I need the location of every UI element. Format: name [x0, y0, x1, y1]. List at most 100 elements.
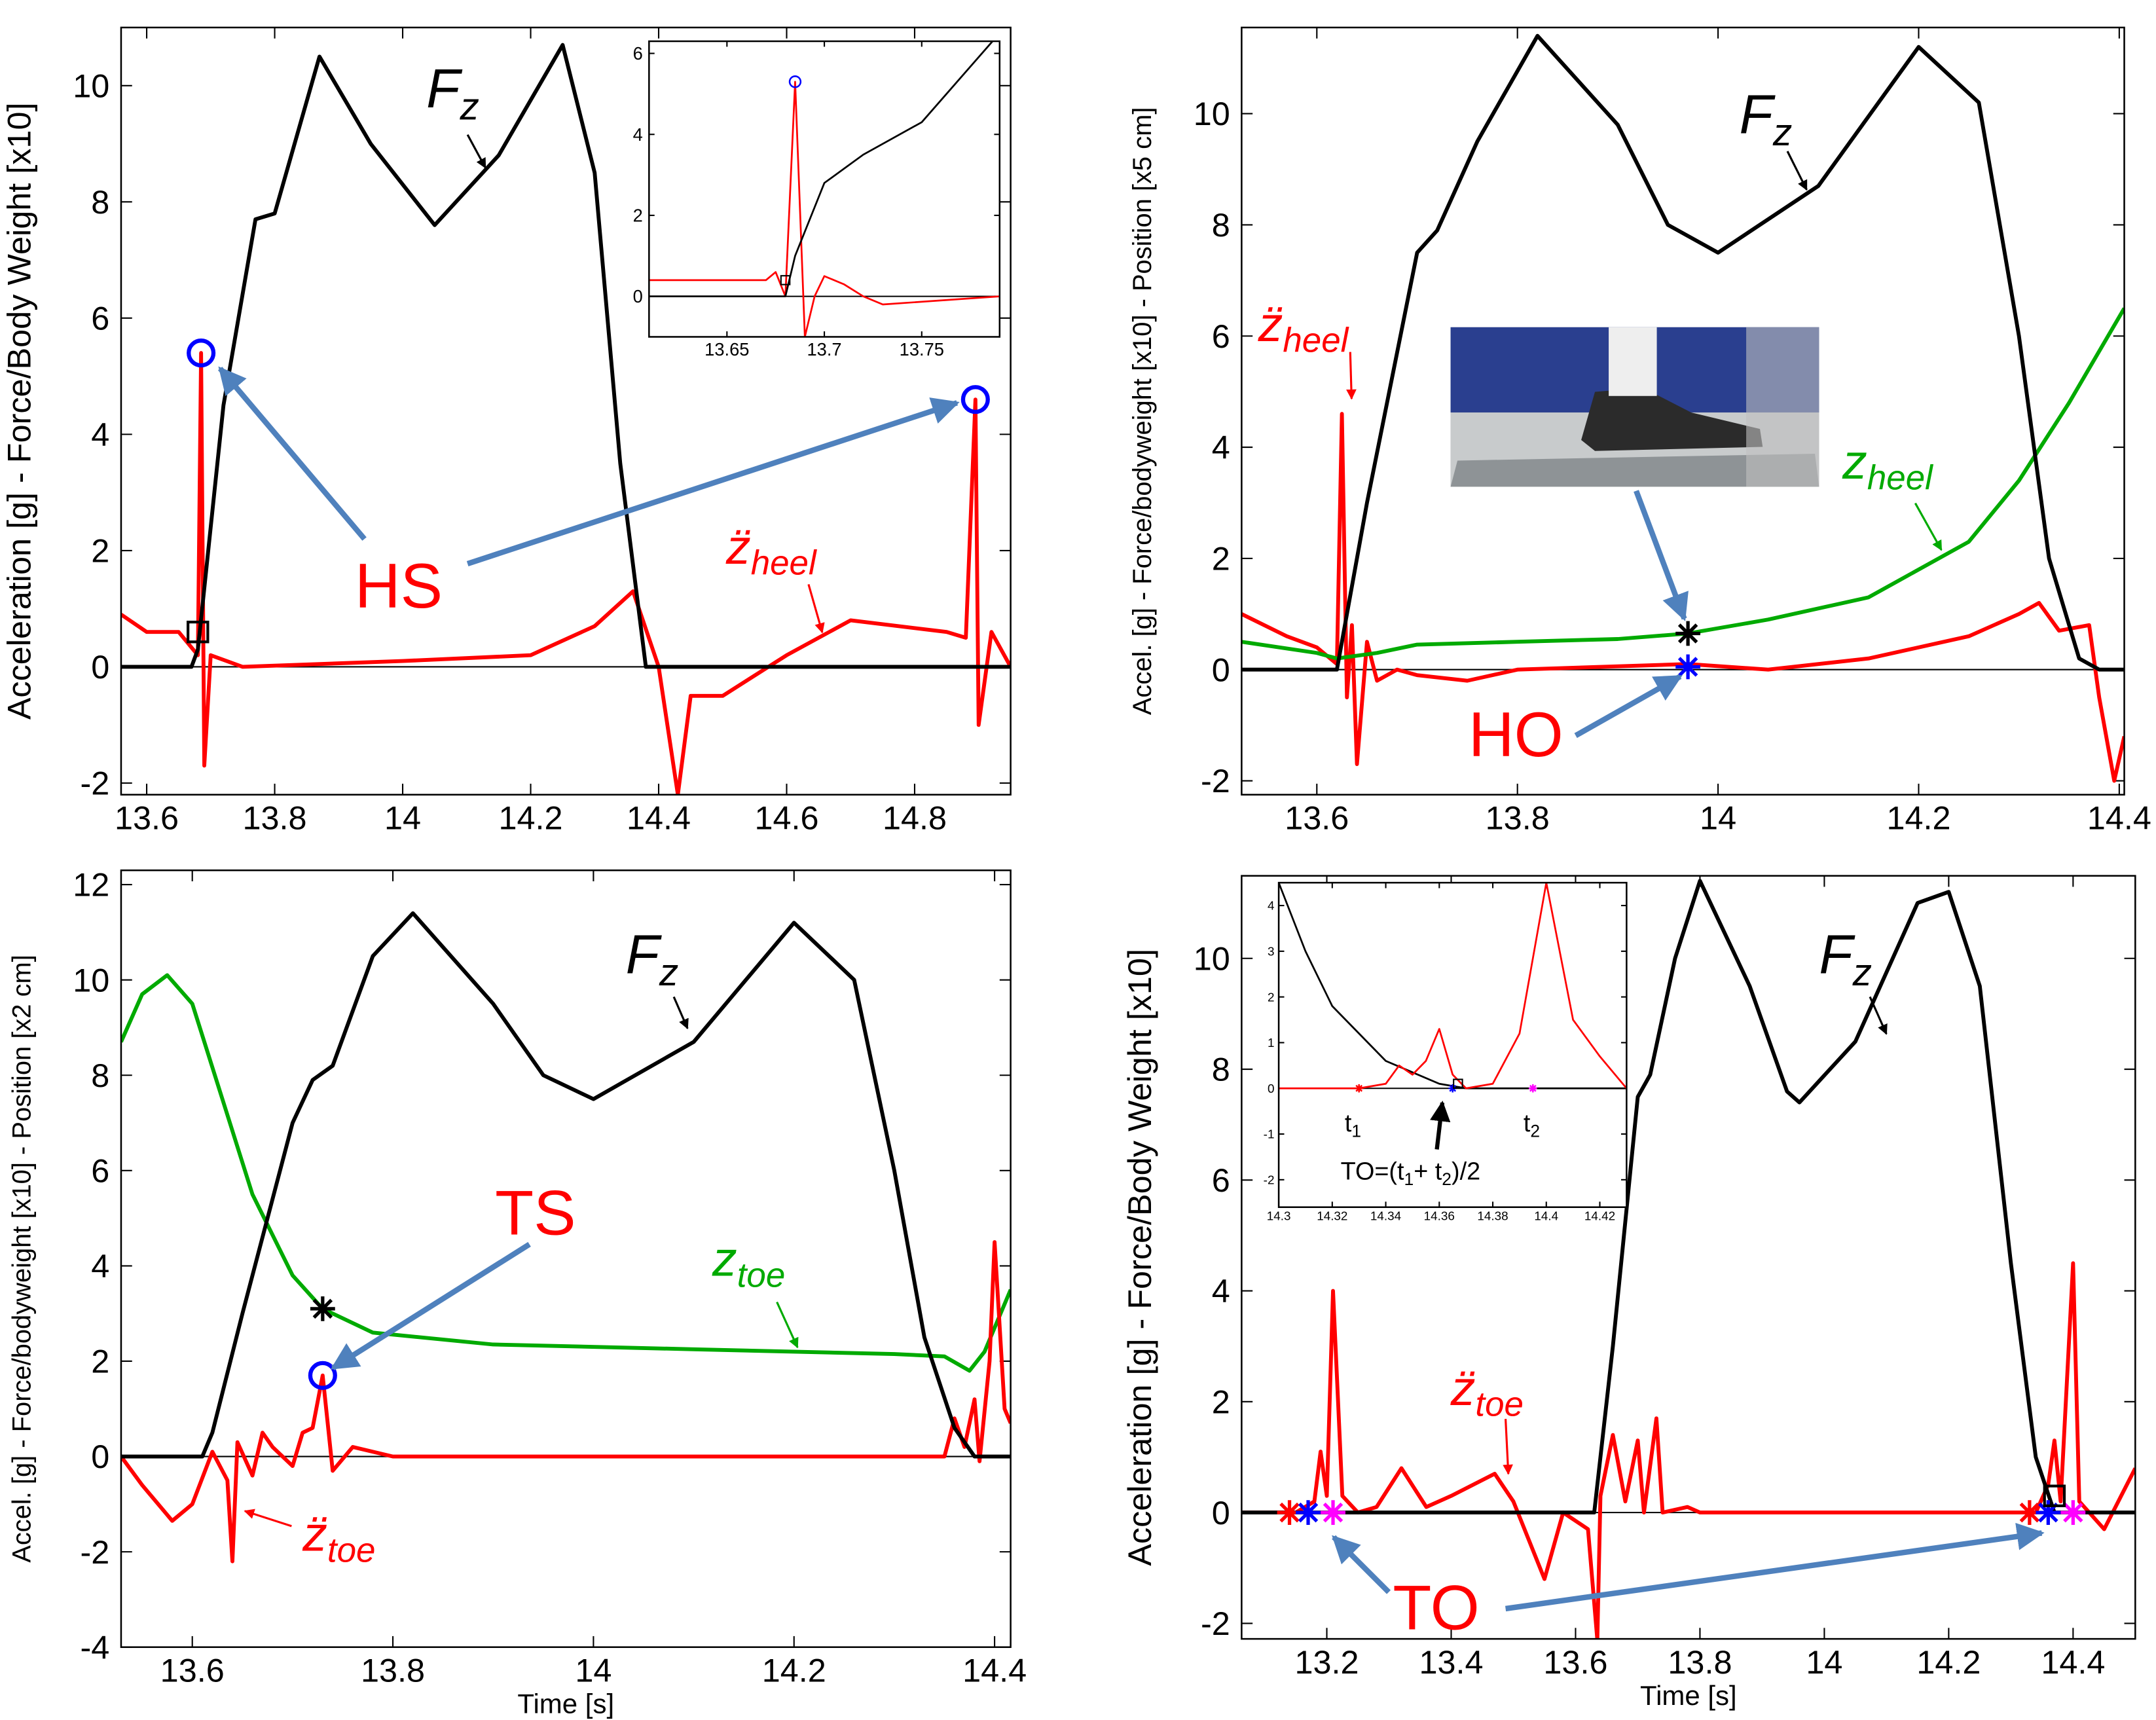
series-line — [120, 973, 1011, 1373]
annotation-text: z̈ — [1450, 1361, 1476, 1416]
annotation-text: HO — [1469, 700, 1563, 770]
annotation-arrow — [466, 397, 960, 566]
y-tick-label: -2 — [81, 765, 110, 802]
annotation-text: )/2 — [1452, 1158, 1480, 1186]
marker-circle — [788, 75, 802, 88]
subplot: 13.6 13.8 14 14.2 14.4 -2 0 2 4 6 8 10 Accel. [g] - … — [1128, 26, 2151, 837]
annotation: z̈toe — [302, 1507, 375, 1570]
y-tick-label: 10 — [73, 961, 109, 998]
y-tick-label: 2 — [1212, 1383, 1230, 1420]
annotation: HS — [355, 551, 443, 621]
annotation-text: z̈ — [725, 520, 751, 575]
y-axis-label: Acceleration [g] - Force/Body Weight [x1… — [1121, 949, 1158, 1566]
inset: 14.3 14.32 14.34 14.36 14.38 14.4 14.42 -2 -1 0 1 2… — [1264, 881, 1628, 1224]
marker-asterisk — [1296, 1500, 1321, 1526]
x-tick-label: 14.4 — [962, 1652, 1027, 1689]
x-tick-label: 14.34 — [1370, 1210, 1401, 1224]
marker-circle — [187, 339, 216, 368]
annotation-text: F — [1819, 924, 1855, 985]
x-tick-label: 14.4 — [1534, 1210, 1558, 1224]
y-tick-label: 2 — [633, 205, 643, 225]
annotation: Fz — [1819, 924, 1872, 994]
annotation-subscript: heel — [1867, 458, 1933, 497]
axes-frame — [1241, 26, 2125, 796]
x-tick-label: 14.4 — [2041, 1643, 2105, 1681]
y-tick-label: 4 — [1212, 1272, 1230, 1309]
marker-square — [2043, 1484, 2066, 1507]
series-line — [649, 81, 1000, 337]
series-line — [120, 351, 1011, 795]
y-tick-label: 10 — [1194, 940, 1230, 977]
x-axis-label: Time [s] — [517, 1689, 614, 1719]
marker-asterisk — [1355, 1084, 1363, 1093]
axes-frame — [1241, 875, 2136, 1640]
x-tick-label: 14.6 — [754, 799, 818, 837]
x-tick-label: 14.2 — [762, 1652, 826, 1689]
annotation: ztoe — [712, 1232, 785, 1295]
annotation-text: + t — [1414, 1158, 1442, 1186]
marker-asterisk — [1675, 654, 1701, 680]
marker-asterisk — [1321, 1500, 1345, 1526]
x-tick-label: 13.6 — [160, 1652, 225, 1689]
x-tick-label: 13.8 — [361, 1652, 425, 1689]
y-tick-label: 6 — [1212, 318, 1230, 355]
annotation-subscript: 2 — [1530, 1122, 1540, 1141]
series-line — [120, 1240, 1011, 1564]
y-tick-label: 2 — [1212, 540, 1230, 577]
x-tick-label: 14.2 — [498, 799, 562, 837]
inset: 13.65 13.7 13.75 0 2 4 6 — [633, 40, 1001, 359]
annotation-text: t — [1524, 1110, 1531, 1137]
annotation: Fz — [626, 924, 679, 994]
y-tick-label: 8 — [91, 1057, 109, 1094]
y-tick-label: 0 — [1268, 1082, 1275, 1096]
x-tick-label: 13.8 — [1486, 799, 1550, 837]
annotation-text: z — [1842, 435, 1867, 490]
annotation-subscript: 1 — [1351, 1122, 1361, 1141]
marker-square — [780, 275, 791, 285]
annotation-subscript: z — [1852, 951, 1872, 994]
x-tick-label: 14.2 — [1916, 1643, 1981, 1681]
x-tick-label: 14.42 — [1584, 1210, 1615, 1224]
y-tick-label: 6 — [91, 299, 109, 337]
y-tick-label: -2 — [1264, 1173, 1275, 1187]
x-tick-label: 14 — [1700, 799, 1736, 837]
annotation-text: TO=(t — [1341, 1158, 1404, 1186]
marker-asterisk — [2017, 1500, 2042, 1526]
x-tick-label: 13.6 — [115, 799, 179, 837]
axes-frame — [648, 40, 1001, 338]
plot-area — [120, 870, 1011, 1647]
x-tick-label: 13.4 — [1419, 1643, 1483, 1681]
annotation-arrow — [1574, 674, 1683, 739]
annotation-subscript: 1 — [1404, 1169, 1414, 1189]
y-tick-label: 6 — [91, 1152, 109, 1189]
y-tick-label: -2 — [81, 1533, 110, 1571]
y-tick-label: 10 — [73, 67, 109, 104]
marker-asterisk — [2060, 1500, 2086, 1526]
series-line — [120, 911, 1011, 1459]
annotation-text: TO — [1393, 1573, 1479, 1643]
annotation-arrow — [1634, 490, 1689, 621]
axes-frame — [1277, 881, 1628, 1208]
annotation: z̈heel — [725, 520, 817, 583]
x-tick-label: 14.2 — [1886, 799, 1950, 837]
annotation: Fz — [426, 58, 479, 128]
annotation: TO=(t1+ t2)/2 — [1341, 1158, 1481, 1189]
marker-square — [187, 620, 210, 644]
annotation-arrow — [1869, 996, 1888, 1035]
photo-sock — [1609, 327, 1657, 396]
x-tick-label: 14.36 — [1424, 1210, 1455, 1224]
x-tick-label: 13.2 — [1294, 1643, 1359, 1681]
annotation: zheel — [1842, 435, 1933, 498]
series-line — [120, 43, 1011, 669]
plot-area — [649, 41, 1000, 337]
annotation-arrow — [1503, 1419, 1513, 1475]
annotation: TS — [495, 1179, 576, 1249]
series-line — [1241, 1261, 2136, 1639]
x-tick-label: 14.32 — [1317, 1210, 1347, 1224]
annotation-subscript: toe — [737, 1256, 786, 1294]
y-tick-label: 0 — [633, 286, 643, 306]
series-line — [1241, 879, 2136, 1515]
y-tick-label: 0 — [1212, 651, 1230, 688]
marker-asterisk — [2036, 1500, 2061, 1526]
marker-asterisk — [1529, 1084, 1537, 1093]
